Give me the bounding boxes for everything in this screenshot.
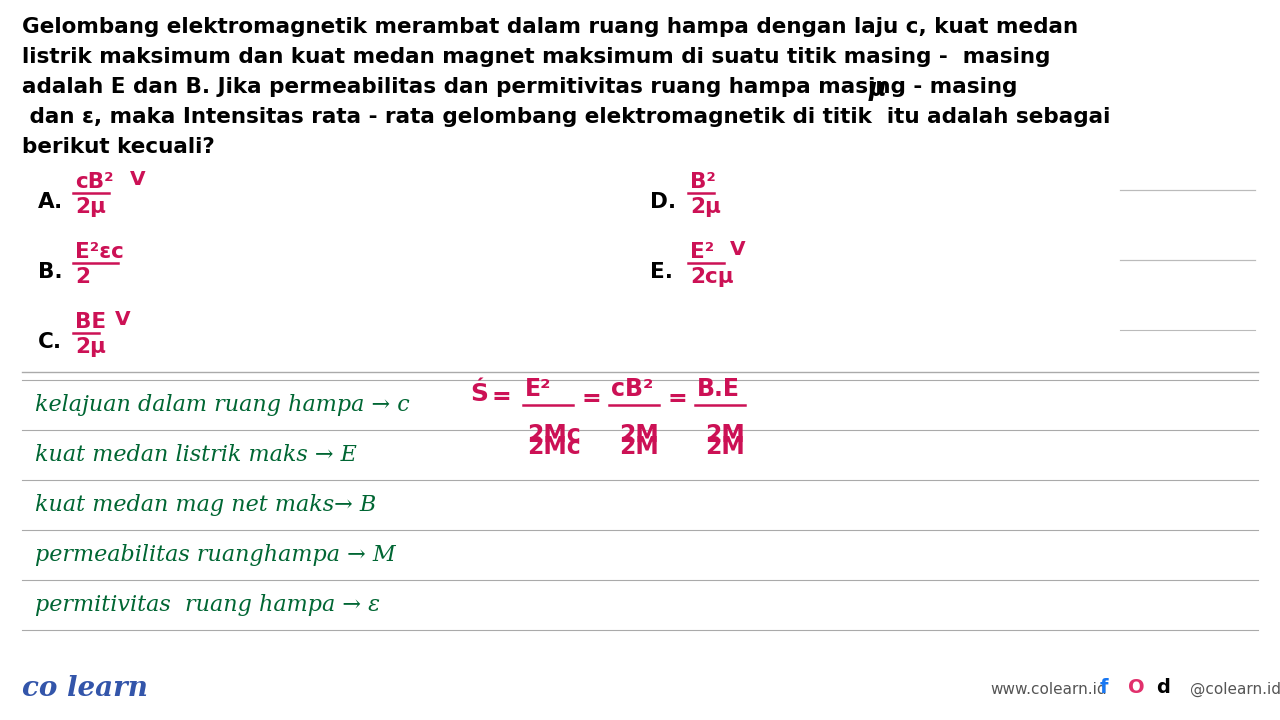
Text: 2μ: 2μ xyxy=(76,337,106,357)
Text: kuat medan listrik maks → E: kuat medan listrik maks → E xyxy=(35,444,357,466)
Text: A.: A. xyxy=(38,192,63,212)
Text: 2: 2 xyxy=(76,267,90,287)
Text: =: = xyxy=(492,385,512,409)
Text: kuat medan mag net maks→ B: kuat medan mag net maks→ B xyxy=(35,494,376,516)
Text: C.: C. xyxy=(38,332,63,352)
Text: berikut kecuali?: berikut kecuali? xyxy=(22,137,215,157)
Text: E²: E² xyxy=(690,242,714,262)
Text: dan ε, maka Intensitas rata - rata gelombang elektromagnetik di titik  itu adala: dan ε, maka Intensitas rata - rata gelom… xyxy=(22,107,1110,127)
Text: B.: B. xyxy=(38,262,63,282)
Text: 2M: 2M xyxy=(620,423,659,447)
Text: E.: E. xyxy=(650,262,673,282)
Text: www.colearn.id: www.colearn.id xyxy=(989,682,1107,697)
Text: =: = xyxy=(667,387,687,411)
Text: 2M: 2M xyxy=(620,435,659,459)
Text: cB²: cB² xyxy=(76,172,114,192)
Text: f: f xyxy=(1100,678,1108,697)
Text: cB²: cB² xyxy=(611,377,653,401)
Text: 2Mc: 2Mc xyxy=(527,435,581,459)
Text: V: V xyxy=(115,310,131,329)
Text: 2μ: 2μ xyxy=(76,197,106,217)
Text: Gelombang elektromagnetik merambat dalam ruang hampa dengan laju c, kuat medan: Gelombang elektromagnetik merambat dalam… xyxy=(22,17,1078,37)
Text: =: = xyxy=(581,387,600,411)
Text: listrik maksimum dan kuat medan magnet maksimum di suatu titik masing -  masing: listrik maksimum dan kuat medan magnet m… xyxy=(22,47,1051,67)
Text: 2cμ: 2cμ xyxy=(690,267,733,287)
Text: 2M: 2M xyxy=(705,423,745,447)
Text: co learn: co learn xyxy=(22,675,148,702)
Text: 2Mc: 2Mc xyxy=(527,423,581,447)
Text: Ś: Ś xyxy=(470,382,488,406)
Text: μ: μ xyxy=(869,77,887,101)
Text: B²: B² xyxy=(690,172,716,192)
Text: 2M: 2M xyxy=(705,435,745,459)
Text: V: V xyxy=(730,240,746,259)
Text: adalah E dan B. Jika permeabilitas dan permitivitas ruang hampa masing - masing: adalah E dan B. Jika permeabilitas dan p… xyxy=(22,77,1018,97)
Text: O: O xyxy=(1128,678,1144,697)
Text: permeabilitas ruanghampa → M: permeabilitas ruanghampa → M xyxy=(35,544,396,566)
Text: V: V xyxy=(131,170,146,189)
Text: @colearn.id: @colearn.id xyxy=(1190,682,1280,697)
Text: E²εc: E²εc xyxy=(76,242,124,262)
Text: 2μ: 2μ xyxy=(690,197,721,217)
Text: d: d xyxy=(1156,678,1170,697)
Text: E²: E² xyxy=(525,377,552,401)
Text: permitivitas  ruang hampa → ε: permitivitas ruang hampa → ε xyxy=(35,594,380,616)
Text: BE: BE xyxy=(76,312,106,332)
Text: D.: D. xyxy=(650,192,676,212)
Text: kelajuan dalam ruang hampa → c: kelajuan dalam ruang hampa → c xyxy=(35,394,410,416)
Text: B.E: B.E xyxy=(698,377,740,401)
